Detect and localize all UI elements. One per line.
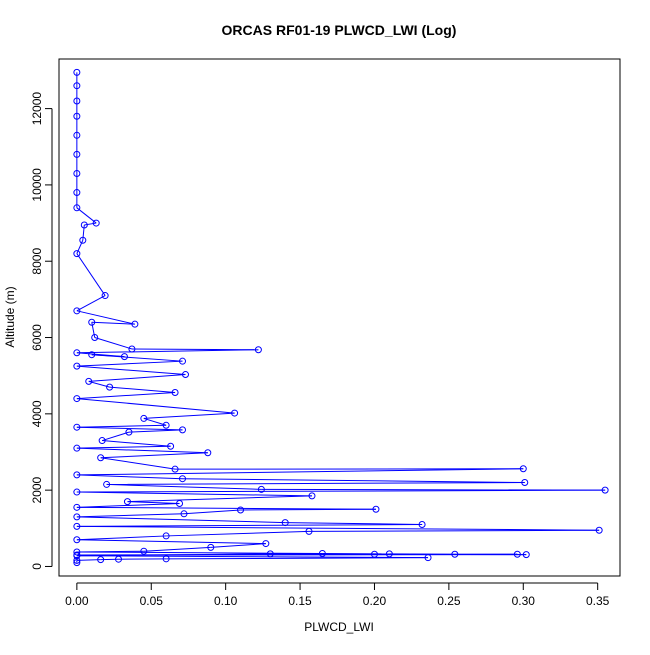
y-tick-label: 0 xyxy=(30,563,44,570)
x-tick-label: 0.05 xyxy=(140,594,164,608)
x-tick-label: 0.00 xyxy=(65,594,89,608)
y-tick-label: 2000 xyxy=(30,476,44,503)
x-axis-label: PLWCD_LWI xyxy=(304,620,374,634)
y-tick-label: 8000 xyxy=(30,248,44,275)
x-tick-label: 0.20 xyxy=(363,594,387,608)
x-tick-label: 0.30 xyxy=(512,594,536,608)
y-tick-label: 12000 xyxy=(30,92,44,126)
x-tick-label: 0.35 xyxy=(586,594,610,608)
x-tick-label: 0.15 xyxy=(288,594,312,608)
x-tick-label: 0.10 xyxy=(214,594,238,608)
chart-title: ORCAS RF01-19 PLWCD_LWI (Log) xyxy=(222,22,457,38)
x-tick-label: 0.25 xyxy=(437,594,461,608)
y-tick-label: 10000 xyxy=(30,168,44,202)
y-tick-label: 6000 xyxy=(30,324,44,351)
y-tick-label: 4000 xyxy=(30,400,44,427)
y-axis-label: Altitude (m) xyxy=(3,286,17,347)
